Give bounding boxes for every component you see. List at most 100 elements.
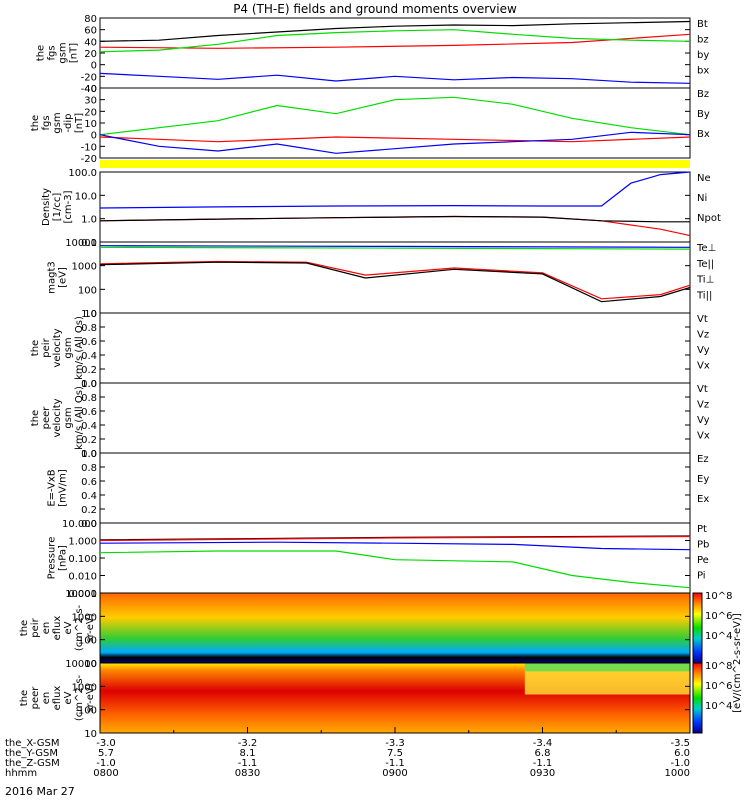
panel-frame xyxy=(99,522,691,594)
legend-Te||: Te|| xyxy=(696,259,714,270)
y-tick-label: 1000 xyxy=(72,612,97,623)
legend-Vt: Vt xyxy=(697,314,708,325)
y-axis-label-line: peer xyxy=(30,686,41,710)
y-tick-label: -40 xyxy=(81,84,97,95)
ephemeris-value: 5.7 xyxy=(98,748,114,759)
y-axis-label: Density [1/cc] [cm-3] xyxy=(41,188,74,226)
legend-Vx: Vx xyxy=(697,361,710,372)
y-tick-label: 80 xyxy=(84,14,97,25)
ephemeris-value: -1.1 xyxy=(385,758,405,769)
y-tick-label: 10 xyxy=(84,729,97,740)
ephemeris-value: -3.3 xyxy=(385,738,405,749)
series-bz xyxy=(99,33,691,49)
panel-frame xyxy=(99,452,691,524)
legend-Pe: Pe xyxy=(697,555,709,566)
y-axis-label: the peer en eflux eV (cm^2-s-sr-eV) xyxy=(19,674,96,721)
y-axis-label-line: peer xyxy=(41,406,52,430)
y-axis-label-line: velocity xyxy=(52,398,63,437)
panel-frame xyxy=(99,241,691,314)
y-axis-label-line: (cm^2-s- xyxy=(74,674,85,721)
y-tick-label: 0.0 xyxy=(81,379,97,390)
y-axis-label-line: Density xyxy=(41,188,52,226)
y-axis-label-line: the xyxy=(19,620,30,636)
legend-bx: bx xyxy=(697,66,709,77)
legend-Ne: Ne xyxy=(697,173,711,184)
colorbar-strip xyxy=(692,592,703,664)
legend-Ti⊥: Ti⊥ xyxy=(696,275,714,286)
spectrogram-image xyxy=(100,593,690,663)
series-Pi xyxy=(99,541,691,551)
flag-bar xyxy=(100,160,690,168)
series-Bt xyxy=(99,20,691,42)
y-axis-label-line: the xyxy=(36,45,47,61)
y-tick-label: 100 xyxy=(78,636,97,647)
y-axis-label-line: [nT] xyxy=(74,113,85,133)
y-axis-label-line: the xyxy=(30,115,41,131)
y-tick-label: 10000 xyxy=(65,659,97,670)
y-tick-label: 10.0 xyxy=(75,191,97,202)
y-tick-label: 0 xyxy=(91,61,97,72)
series-Te|| xyxy=(99,261,691,303)
y-tick-label: 1.0 xyxy=(81,309,97,320)
y-tick-label: 0.0 xyxy=(81,519,97,530)
y-tick-label: 1.0 xyxy=(81,449,97,460)
y-axis-label-line: the xyxy=(30,340,41,356)
y-tick-label: 0.0 xyxy=(81,449,97,460)
legend-Bz: Bz xyxy=(697,89,709,100)
y-tick-label: 0.4 xyxy=(81,421,97,432)
y-axis-label-line: en xyxy=(41,622,52,635)
legend-Vz: Vz xyxy=(697,400,709,411)
y-tick-label: 10000 xyxy=(65,238,97,249)
y-axis-label-line: eflux xyxy=(52,616,63,641)
y-axis-label-line: velocity xyxy=(52,328,63,367)
y-axis-label-line: sr-eV) xyxy=(85,613,96,642)
ephemeris-value: -1.1 xyxy=(533,758,553,769)
panel-efield: 1.0 0.8 0.6 0.4 0.2 0.0 E=-VxB [mV/m] Ez Ey Ex xyxy=(47,449,710,530)
y-tick-label: 100 xyxy=(78,706,97,717)
ephemeris-value: 6.0 xyxy=(674,748,690,759)
y-tick-label: 0.6 xyxy=(81,337,97,348)
y-tick-label: -10 xyxy=(81,142,97,153)
y-tick-label: 0.2 xyxy=(81,505,97,516)
y-axis-label: the peer velocity gsm km/s (All Qs) xyxy=(30,386,85,450)
plot-title: P4 (TH-E) fields and ground moments over… xyxy=(233,2,517,16)
y-tick-label: 60 xyxy=(84,26,97,37)
y-tick-label: 30 xyxy=(84,96,97,107)
spectrogram-region xyxy=(524,663,690,672)
y-tick-label: 10 xyxy=(84,659,97,670)
y-tick-label: -20 xyxy=(81,154,97,165)
y-axis-label-line: eV xyxy=(63,621,74,634)
y-axis-label-line: [1/cc] xyxy=(52,193,63,222)
series-Bz xyxy=(99,136,691,143)
colorbar-tick: 10^4 xyxy=(705,631,732,642)
legend-Pt: Pt xyxy=(697,524,707,535)
colorbar-strip xyxy=(692,662,703,734)
ephemeris-row-label: the_Z-GSM xyxy=(5,758,60,769)
ephemeris-value: 0930 xyxy=(530,768,555,779)
y-tick-label: 0.001 xyxy=(68,589,97,600)
date-label: 2016 Mar 27 xyxy=(5,785,75,798)
panel-peer_spectrogram: 10000 1000 100 10 the peer en eflux eV (cm^2-s-sr… xyxy=(19,659,691,740)
legend-Vy: Vy xyxy=(697,415,710,426)
y-tick-label: 0 xyxy=(91,131,97,142)
ephemeris-row-label: hhmm xyxy=(5,768,37,779)
y-tick-label: 10000 xyxy=(65,589,97,600)
ephemeris-value: 7.5 xyxy=(387,748,403,759)
y-axis-label: magt3 [eV] xyxy=(47,261,69,294)
legend-Ez: Ez xyxy=(697,454,709,465)
y-axis-label: the fgs gsm [nT] xyxy=(36,42,80,63)
y-tick-label: 10.000 xyxy=(62,519,97,530)
ephemeris-value: -1.0 xyxy=(96,758,116,769)
series-by xyxy=(99,29,691,53)
panel-temperature: 10000 1000 100 10 magt3 [eV] Te⊥ Te|| Ti⊥ Ti|| xyxy=(47,238,717,320)
y-tick-label: 0.2 xyxy=(81,435,97,446)
y-tick-label: 1000 xyxy=(72,262,97,273)
y-tick-label: 0.100 xyxy=(68,554,97,565)
legend-Npot: Npot xyxy=(697,213,721,224)
